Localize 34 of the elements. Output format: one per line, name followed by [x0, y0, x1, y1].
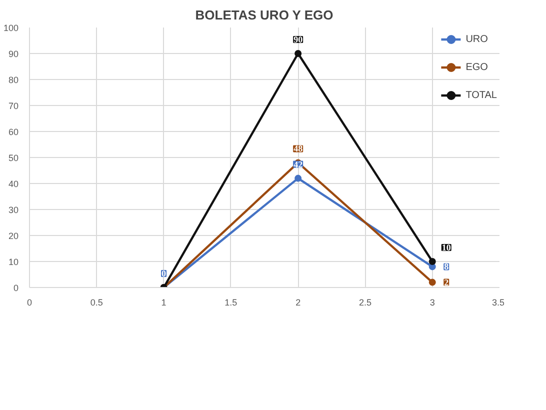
- data-label: 8: [444, 262, 450, 272]
- legend-label: EGO: [466, 62, 488, 72]
- y-tick-label: 60: [8, 127, 19, 137]
- y-tick-label: 90: [8, 49, 19, 59]
- x-tick-label: 2: [296, 298, 301, 308]
- point: [294, 174, 302, 182]
- y-tick-label: 0: [13, 283, 19, 293]
- point: [428, 278, 436, 286]
- data-label: 48: [294, 144, 304, 154]
- chart-title: BOLETAS URO Y EGO: [195, 8, 334, 22]
- x-tick-label: 3.5: [492, 298, 505, 308]
- y-tick-label: 10: [8, 257, 19, 267]
- y-tick-label: 50: [8, 153, 19, 163]
- x-tick-label: 1: [161, 298, 166, 308]
- data-label: 42: [294, 159, 304, 170]
- x-tick-label: 1.5: [224, 298, 238, 308]
- point: [428, 258, 436, 265]
- x-tick-label: 0: [26, 298, 32, 308]
- legend-label: TOTAL: [466, 90, 497, 100]
- point: [294, 50, 302, 57]
- data-label: 10: [442, 242, 452, 252]
- data-label: 2: [444, 277, 450, 288]
- y-tick-label: 80: [8, 75, 19, 85]
- y-tick-label: 100: [3, 23, 19, 33]
- y-tick-label: 70: [8, 101, 19, 111]
- y-tick-label: 20: [8, 231, 19, 241]
- y-tick-label: 30: [8, 205, 19, 215]
- data-label: 0: [162, 268, 167, 278]
- x-tick-label: 2.5: [358, 298, 372, 308]
- legend-label: URO: [466, 34, 488, 44]
- y-tick-label: 40: [8, 179, 19, 189]
- data-label: 90: [294, 34, 304, 44]
- x-tick-label: 0.5: [90, 298, 103, 308]
- x-tick-label: 3: [430, 298, 435, 308]
